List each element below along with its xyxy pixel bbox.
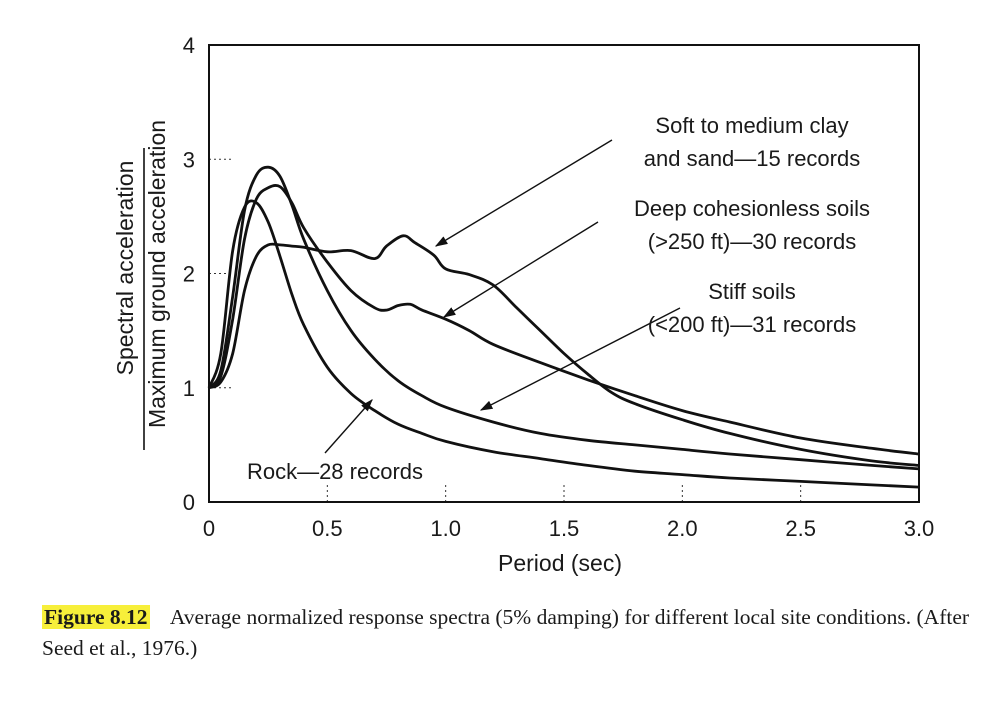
- deep-cohesionless-curve: [208, 184, 920, 456]
- x-tick-label: 0: [203, 516, 215, 541]
- response-spectra-chart: 0 0.5 1.0 1.5 2.0 2.5 3.0 0 1 2 3 4 Soft to medium …: [112, 33, 935, 576]
- y-axis-label: Spectral acceleration Maximum ground acc…: [112, 120, 170, 450]
- soft-clay-label-line: and sand—15 records: [644, 146, 860, 171]
- x-tick-label: 2.5: [785, 516, 816, 541]
- y-tick-label: 1: [183, 376, 195, 401]
- rock-label-line: Rock—28 records: [247, 459, 423, 484]
- x-tick-label: 3.0: [904, 516, 935, 541]
- x-tick-label: 0.5: [312, 516, 343, 541]
- spectra-curves: [207, 165, 920, 489]
- y-tick-label: 0: [183, 490, 195, 515]
- caption-text: Average normalized response spectra (5% …: [42, 605, 970, 660]
- x-tick-label: 1.0: [430, 516, 461, 541]
- curve-labels: Soft to medium clay and sand—15 records De…: [247, 113, 870, 484]
- y-tick-label: 4: [183, 33, 195, 58]
- soft-clay-curve: [208, 234, 920, 467]
- figure-caption: Figure 8.12 Average normalized response …: [42, 602, 992, 664]
- plot-frame: [208, 44, 920, 503]
- annotation-arrows: [324, 139, 681, 454]
- y-axis-label-numerator: Spectral acceleration: [112, 161, 138, 376]
- stiff-soils-arrow: [479, 307, 681, 411]
- axis-ticks: 0 0.5 1.0 1.5 2.0 2.5 3.0 0 1 2 3 4: [183, 33, 935, 541]
- deep-cohesionless-arrow: [442, 221, 599, 318]
- dotted-grid-marks: [209, 158, 802, 502]
- soft-clay-arrow: [434, 139, 613, 247]
- stiff-soils-label-line: (<200 ft)—31 records: [648, 312, 856, 337]
- stiff-soils-label-line: Stiff soils: [708, 279, 796, 304]
- rock-arrow: [324, 399, 373, 454]
- x-axis-label: Period (sec): [498, 550, 622, 576]
- deep-cohesionless-label-line: Deep cohesionless soils: [634, 196, 870, 221]
- y-tick-label: 2: [183, 262, 195, 287]
- rock-curve: [207, 199, 920, 489]
- stiff-soils-curve: [207, 165, 920, 471]
- deep-cohesionless-label-line: (>250 ft)—30 records: [648, 229, 856, 254]
- y-tick-label: 3: [183, 147, 195, 172]
- y-axis-label-denominator: Maximum ground acceleration: [144, 120, 170, 428]
- soft-clay-label-line: Soft to medium clay: [655, 113, 848, 138]
- x-tick-label: 1.5: [549, 516, 580, 541]
- figure-label: Figure 8.12: [42, 605, 150, 629]
- x-tick-label: 2.0: [667, 516, 698, 541]
